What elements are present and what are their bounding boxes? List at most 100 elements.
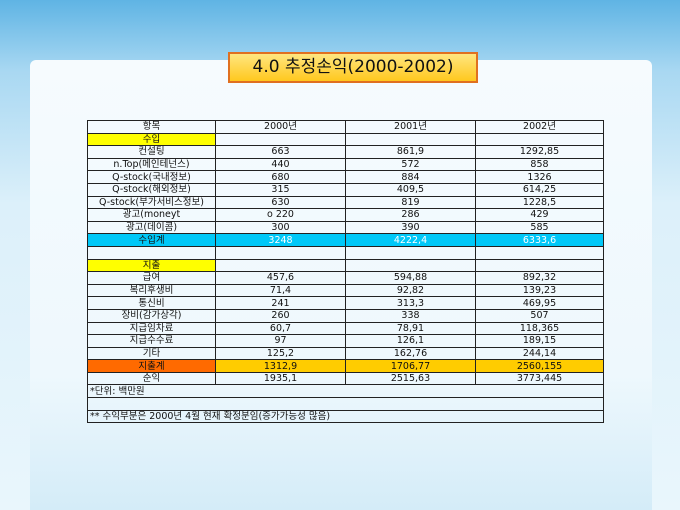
value-cell: o 220 <box>215 208 346 222</box>
row-label: 수입 <box>87 132 216 147</box>
value-cell: 6333,6 <box>475 233 604 247</box>
table-row: 통신비 241 313,3 469,95 <box>87 296 604 310</box>
header-cell: 2002년 <box>475 120 604 134</box>
table-row: 광고(moneyt o 220 286 429 <box>87 208 604 222</box>
value-cell: 1706,77 <box>345 359 476 373</box>
table-row: n.Top(메인테넌스) 440 572 858 <box>87 157 604 172</box>
table-row: 지출 <box>87 258 604 273</box>
value-cell: 126,1 <box>345 334 476 348</box>
value-cell <box>215 258 346 273</box>
row-label: 지출계 <box>87 359 216 373</box>
row-label: 급여 <box>87 271 216 285</box>
value-cell: 1292,85 <box>475 145 604 159</box>
blank-cell <box>215 245 346 260</box>
row-label: 지급수수료 <box>87 334 216 348</box>
row-label: 순익 <box>87 371 216 386</box>
value-cell <box>475 132 604 147</box>
value-cell: 338 <box>345 308 476 323</box>
value-cell <box>475 258 604 273</box>
row-label: 컨설팅 <box>87 145 216 159</box>
value-cell: 572 <box>345 157 476 172</box>
table-row: 기타 125,2 162,76 244,14 <box>87 346 604 361</box>
table-row: 컨설팅 663 861,9 1292,85 <box>87 145 604 159</box>
blank-cell <box>475 245 604 260</box>
table-row <box>87 245 604 260</box>
value-cell: 440 <box>215 157 346 172</box>
value-cell: 819 <box>345 195 476 210</box>
value-cell: 858 <box>475 157 604 172</box>
row-label: 수입계 <box>87 233 216 247</box>
value-cell: 1326 <box>475 170 604 184</box>
table-row: Q-stock(해외정보) 315 409,5 614,25 <box>87 182 604 197</box>
row-label: 장비(감가상각) <box>87 308 216 323</box>
value-cell: 1935,1 <box>215 371 346 386</box>
table-row: 수입 <box>87 132 604 147</box>
value-cell: 429 <box>475 208 604 222</box>
value-cell: 125,2 <box>215 346 346 361</box>
value-cell: 162,76 <box>345 346 476 361</box>
value-cell: 457,6 <box>215 271 346 285</box>
value-cell: 92,82 <box>345 283 476 298</box>
blank-cell <box>345 245 476 260</box>
value-cell: 614,25 <box>475 182 604 197</box>
header-cell: 항목 <box>87 120 216 134</box>
value-cell: 118,365 <box>475 321 604 336</box>
table-row <box>87 397 604 411</box>
value-cell: 60,7 <box>215 321 346 336</box>
row-label: 광고(moneyt <box>87 208 216 222</box>
value-cell: 884 <box>345 170 476 184</box>
value-cell <box>345 258 476 273</box>
row-label: 통신비 <box>87 296 216 310</box>
value-cell: 585 <box>475 220 604 235</box>
row-label: 지급임차료 <box>87 321 216 336</box>
value-cell: 241 <box>215 296 346 310</box>
value-cell: 390 <box>345 220 476 235</box>
row-label: 광고(데이콤) <box>87 220 216 235</box>
value-cell: 1312,9 <box>215 359 346 373</box>
value-cell: 286 <box>345 208 476 222</box>
value-cell: 409,5 <box>345 182 476 197</box>
value-cell: 892,32 <box>475 271 604 285</box>
value-cell: 507 <box>475 308 604 323</box>
table-row: Q-stock(국내정보) 680 884 1326 <box>87 170 604 184</box>
slide-title: 4.0 추정손익(2000-2002) <box>228 52 478 83</box>
value-cell: 260 <box>215 308 346 323</box>
row-label: 지출 <box>87 258 216 273</box>
row-label: Q-stock(해외정보) <box>87 182 216 197</box>
row-label: Q-stock(국내정보) <box>87 170 216 184</box>
value-cell: 663 <box>215 145 346 159</box>
value-cell: 97 <box>215 334 346 348</box>
note: ** 수익부분은 2000년 4월 현재 확정분임(증가가능성 많음) <box>87 409 604 424</box>
table-row: Q-stock(부가서비스정보) 630 819 1228,5 <box>87 195 604 210</box>
value-cell: 244,14 <box>475 346 604 361</box>
table-row: 복리후생비 71,4 92,82 139,23 <box>87 283 604 298</box>
value-cell: 861,9 <box>345 145 476 159</box>
value-cell: 1228,5 <box>475 195 604 210</box>
value-cell: 4222,4 <box>345 233 476 247</box>
row-label: 기타 <box>87 346 216 361</box>
value-cell: 315 <box>215 182 346 197</box>
table-row: 지급임차료 60,7 78,91 118,365 <box>87 321 604 336</box>
blank-cell <box>87 397 604 411</box>
table-row: *단위: 백만원 <box>87 384 604 399</box>
table-row: 장비(감가상각) 260 338 507 <box>87 308 604 323</box>
value-cell: 313,3 <box>345 296 476 310</box>
header-cell: 2001년 <box>345 120 476 134</box>
table-row: 급여 457,6 594,88 892,32 <box>87 271 604 285</box>
note: *단위: 백만원 <box>87 384 604 399</box>
value-cell: 71,4 <box>215 283 346 298</box>
value-cell: 630 <box>215 195 346 210</box>
row-label: Q-stock(부가서비스정보) <box>87 195 216 210</box>
header-cell: 2000년 <box>215 120 346 134</box>
value-cell: 3773,445 <box>475 371 604 386</box>
value-cell: 189,15 <box>475 334 604 348</box>
table-row: 수입계 3248 4222,4 6333,6 <box>87 233 604 247</box>
value-cell: 3248 <box>215 233 346 247</box>
value-cell: 2560,155 <box>475 359 604 373</box>
value-cell: 469,95 <box>475 296 604 310</box>
value-cell <box>215 132 346 147</box>
value-cell: 139,23 <box>475 283 604 298</box>
table-row: 광고(데이콤) 300 390 585 <box>87 220 604 235</box>
